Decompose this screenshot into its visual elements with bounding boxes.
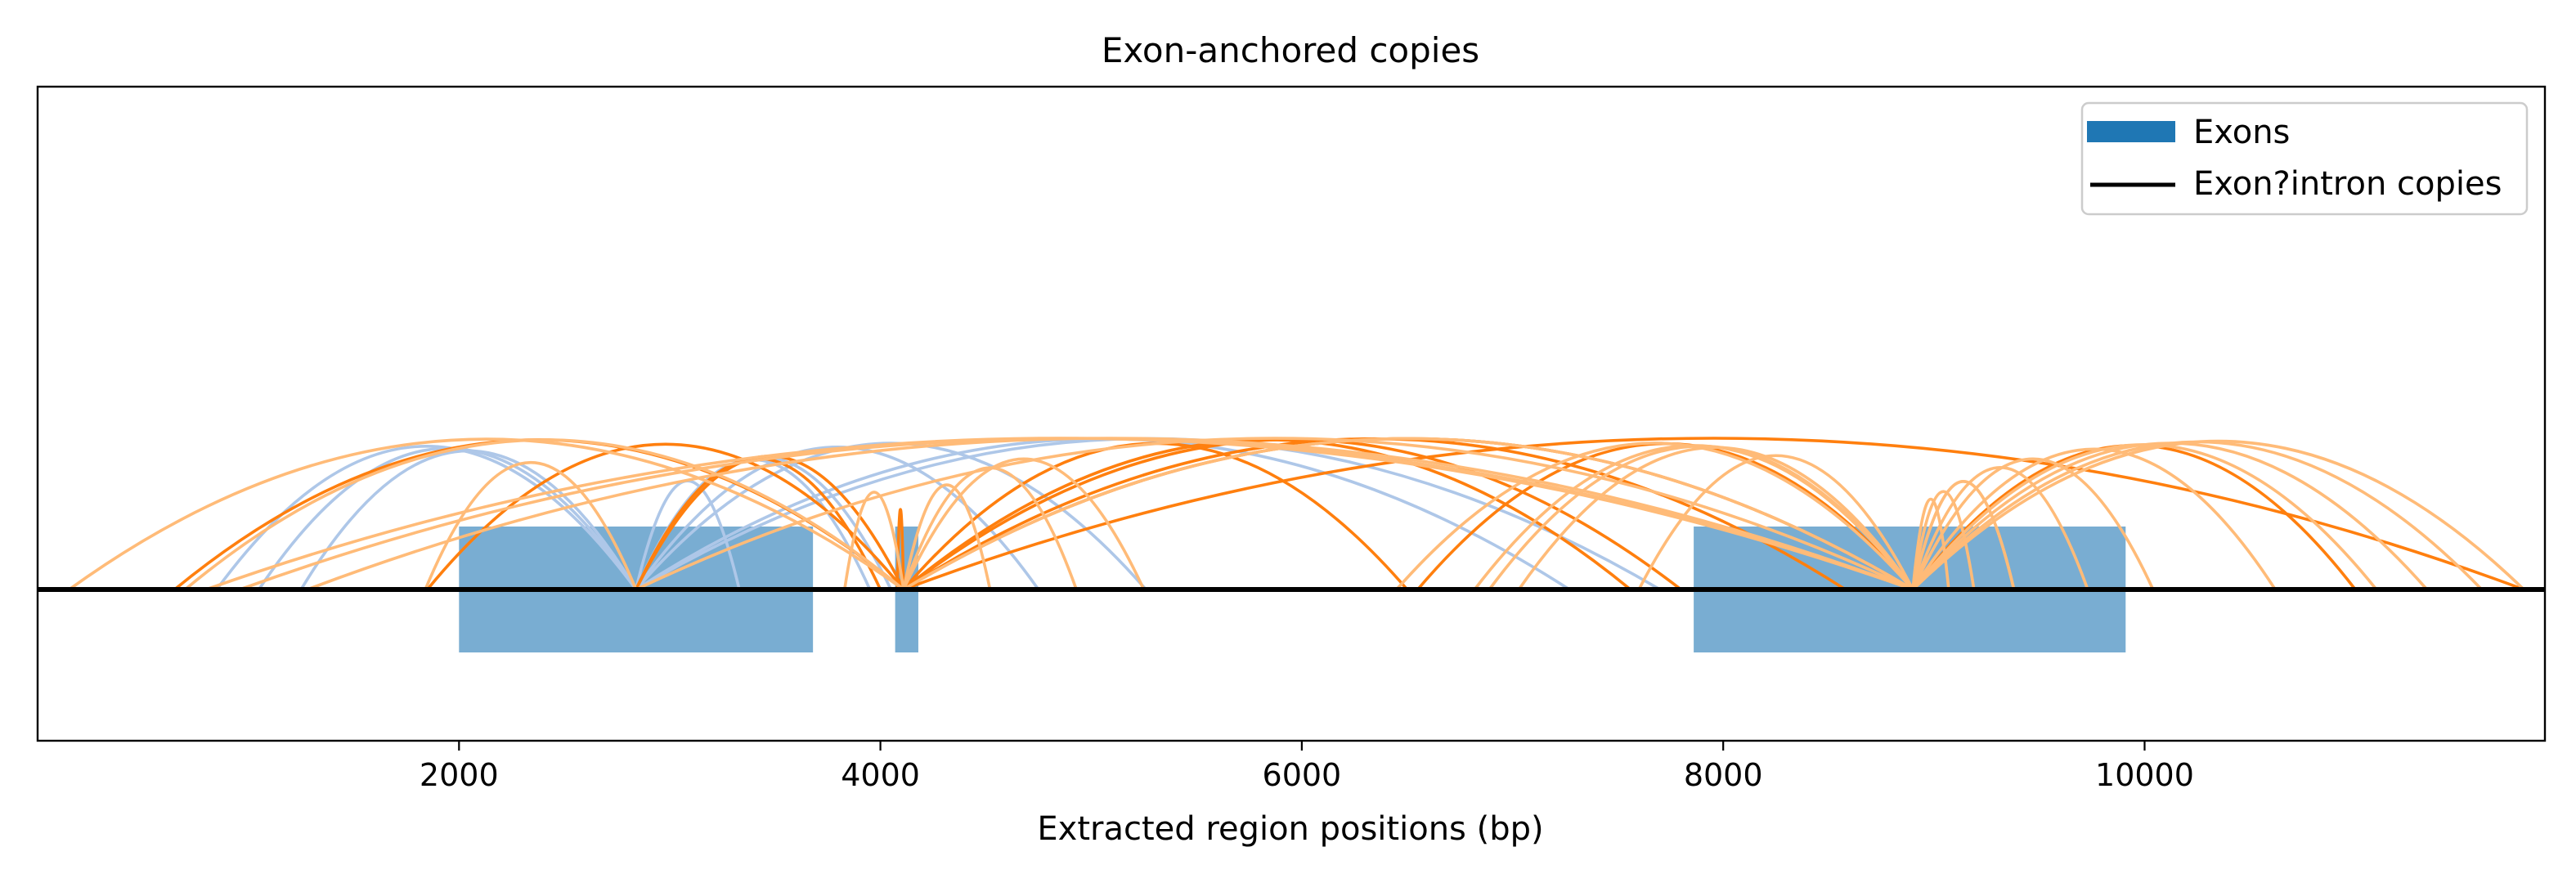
chart-title: Exon-anchored copies [1102,30,1479,70]
copy-arc-33 [634,437,1914,591]
copy-arc-44 [1911,457,2155,591]
legend-exons-swatch [2087,121,2175,142]
copy-arc-45 [1911,447,2277,591]
copy-arc-25 [843,491,905,591]
copy-arc-3 [299,449,638,591]
arcs-layer [67,437,2525,591]
copy-arc-12 [424,460,638,591]
copy-arc-32 [306,437,1914,591]
x-tick-label-10000: 10000 [2095,757,2194,793]
x-axis-label: Extracted region positions (bp) [1037,810,1543,848]
x-tick-label-6000: 6000 [1263,757,1342,793]
x-tick-label-2000: 2000 [420,757,499,793]
copy-arc-50 [1911,480,2016,591]
copy-arc-38 [1517,446,1914,591]
copy-arc-14 [425,442,905,591]
x-tick-label-8000: 8000 [1684,757,1763,793]
copy-arc-1 [215,445,638,591]
legend-copies-label: Exon?intron copies [2193,165,2502,203]
legend-exons-label: Exons [2193,114,2290,151]
copy-arc-22 [902,437,2525,591]
x-axis-ticks: 2000 4000 6000 8000 10000 [420,741,2194,793]
copy-arc-40 [1911,497,1950,591]
legend: Exons Exon?intron copies [2080,101,2529,216]
copy-arc-41 [1911,490,1976,591]
copy-arc-24 [183,438,905,591]
copy-arc-23 [67,437,905,591]
legend-box [2080,101,2529,216]
copy-arc-26 [902,483,992,591]
copy-arc-37 [1488,444,1914,591]
copy-arc-34 [902,437,1914,591]
x-tick-label-4000: 4000 [841,757,920,793]
copy-arc-28 [902,457,1146,591]
copy-arc-35 [1395,441,1914,591]
plot-frame [36,85,2547,742]
copy-arc-39 [1637,454,1914,591]
copy-arc-49 [1911,439,2525,591]
